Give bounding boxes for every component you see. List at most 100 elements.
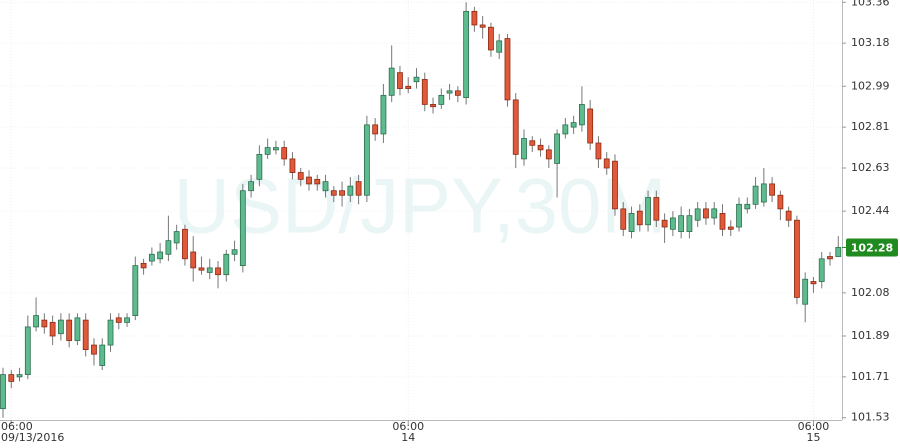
candle-body (49, 321, 56, 337)
candle-body (231, 249, 238, 255)
candle-body (124, 317, 130, 323)
candle-body (421, 79, 428, 105)
candle-body (74, 317, 81, 341)
candle-body (736, 203, 742, 228)
x-tick-date: 14 (401, 431, 415, 444)
y-tick-label: 101.53 (851, 411, 890, 424)
candle-body (289, 158, 296, 173)
candle-body (182, 228, 188, 260)
candle-body (198, 267, 205, 271)
candle-body (256, 153, 263, 180)
candle-body (306, 176, 312, 185)
candle-body (661, 219, 668, 228)
y-tick-label: 102.08 (851, 286, 890, 299)
candle-body (554, 133, 560, 164)
candle-body (140, 262, 147, 269)
candle-body (273, 147, 279, 151)
candle-body (545, 149, 552, 160)
candle-body (603, 158, 610, 169)
candle-body (347, 185, 354, 196)
candle-body (148, 253, 155, 262)
candle-body (99, 344, 106, 366)
candle-body (777, 194, 784, 210)
candle-body (248, 181, 255, 192)
candle-body (835, 247, 842, 257)
y-tick-label: 101.89 (851, 329, 890, 342)
candle-body (363, 124, 370, 196)
candle-body (8, 374, 15, 382)
candle-body (339, 190, 345, 196)
y-tick-label: 102.81 (851, 120, 890, 133)
candle-body (16, 374, 23, 378)
y-tick-label: 102.44 (851, 204, 890, 217)
candle-body (115, 317, 122, 323)
candle-body (794, 219, 800, 298)
candle-body (380, 94, 387, 135)
candle-body (785, 210, 792, 221)
candle-body (157, 251, 164, 260)
candle-body (719, 213, 726, 230)
candle-body (0, 374, 6, 410)
x-tick-date: 09/13/2016 (1, 431, 64, 444)
candle-body (33, 315, 39, 328)
last-price-label: 102.28 (851, 241, 893, 254)
candle-body (438, 94, 445, 105)
candle-body (595, 142, 602, 160)
candle-body (570, 122, 577, 128)
y-tick-label: 102.99 (851, 79, 890, 92)
candle-body (752, 185, 759, 205)
candle-body (769, 183, 776, 196)
candle-body (678, 215, 685, 232)
candle-body (165, 240, 172, 255)
candle-body (529, 140, 536, 146)
candle-body (405, 85, 412, 89)
candle-body (802, 278, 809, 305)
candle-body (727, 226, 734, 230)
candle-body (496, 40, 503, 53)
candle-body (694, 208, 701, 221)
candle-body (810, 281, 817, 285)
x-tick-time: 06:00 (798, 420, 830, 433)
candle-body (223, 253, 230, 276)
candle-body (239, 190, 246, 267)
candle-body (132, 265, 139, 316)
last-price-box (846, 238, 898, 257)
candle-body (215, 267, 221, 276)
candle-body (297, 172, 304, 180)
watermark-title: USD/JPY,30M (174, 162, 667, 250)
candle-body (397, 72, 403, 89)
y-tick-label: 101.71 (851, 370, 890, 383)
candle-body (454, 90, 461, 96)
candle-body (372, 124, 379, 135)
candle-body (355, 181, 362, 196)
candle-body (537, 144, 544, 151)
x-tick-time: 06:00 (392, 420, 424, 433)
candle-body (57, 319, 64, 335)
candle-body (24, 326, 31, 375)
candle-body (645, 197, 651, 226)
candle-body (330, 190, 337, 196)
candle-body (264, 147, 271, 155)
candle-body (744, 203, 751, 210)
candle-body (521, 138, 527, 160)
candle-body (173, 231, 180, 244)
candle-body (703, 208, 709, 219)
candle-body (91, 344, 97, 355)
y-tick-label: 103.36 (851, 0, 890, 8)
candle-body (41, 319, 48, 328)
candle-body (669, 217, 676, 230)
candle-body (636, 210, 643, 226)
candle-body (314, 178, 321, 185)
candle-body (612, 160, 618, 210)
y-tick-label: 102.63 (851, 161, 890, 174)
candle-body (463, 10, 470, 99)
candle-body (653, 197, 660, 221)
candle-body (512, 99, 519, 155)
candle-body (827, 256, 833, 260)
candle-body (686, 215, 693, 232)
candle-body (579, 104, 585, 126)
candle-body (471, 10, 478, 26)
candle-body (562, 124, 569, 135)
candle-body (66, 319, 73, 341)
